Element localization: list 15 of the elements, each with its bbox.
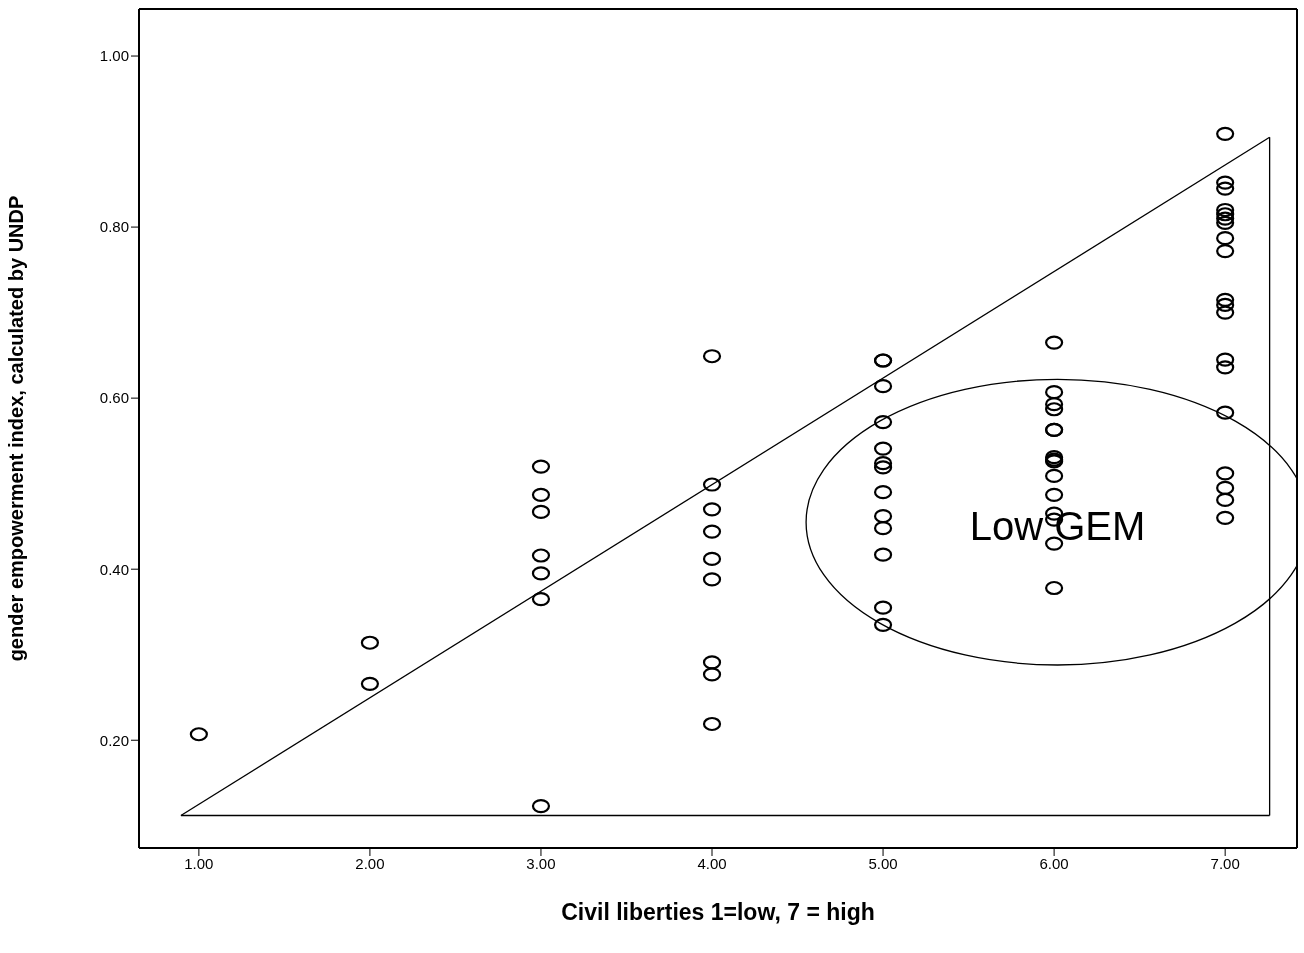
x-tick-label: 6.00: [1039, 854, 1069, 872]
y-tick-label: 0.20: [99, 731, 129, 749]
x-tick-label: 7.00: [1210, 854, 1240, 872]
x-tick-label: 4.00: [697, 854, 727, 872]
x-tick-label: 2.00: [355, 854, 385, 872]
y-axis-title: gender empowerment index, calculated by UNDP: [5, 195, 28, 662]
annotation: Low GEM: [969, 504, 1146, 549]
x-axis-title: Civil liberties 1=low, 7 = high: [561, 899, 875, 925]
y-tick-label: 0.80: [99, 218, 129, 236]
x-tick-label: 3.00: [526, 854, 556, 872]
y-tick-label: 0.60: [99, 389, 129, 407]
y-tick-label: 1.00: [99, 47, 129, 65]
x-tick-label: 1.00: [184, 854, 214, 872]
y-tick-label: 0.40: [99, 560, 129, 578]
x-tick-label: 5.00: [868, 854, 898, 872]
